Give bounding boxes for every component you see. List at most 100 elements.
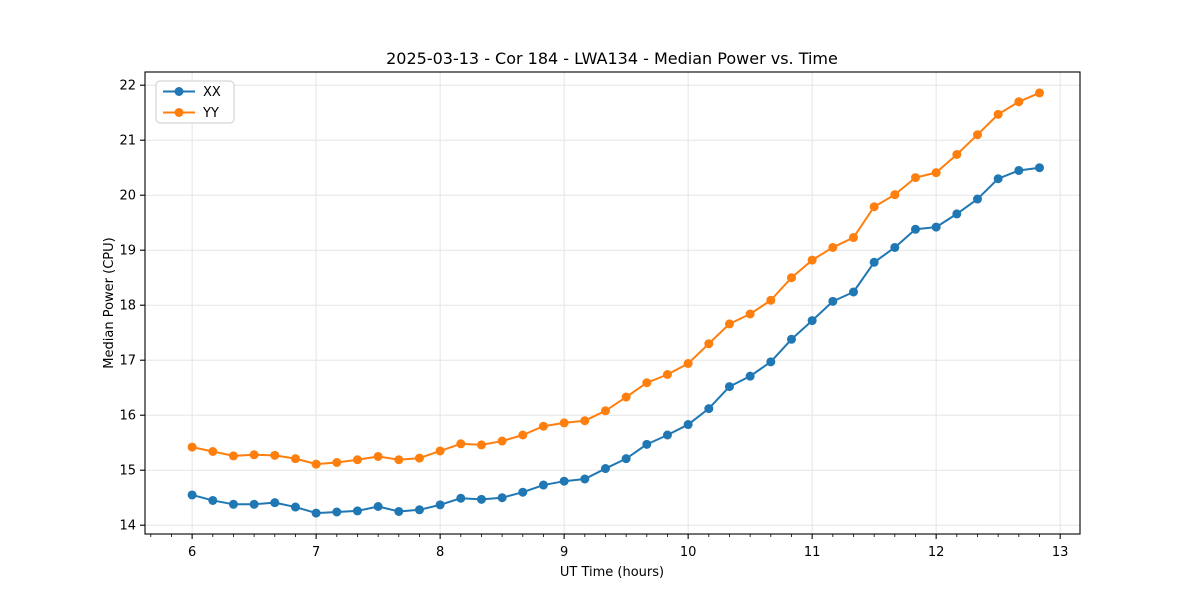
data-point bbox=[332, 507, 342, 517]
data-point bbox=[249, 450, 259, 460]
x-tick-label: 11 bbox=[804, 545, 821, 560]
data-point bbox=[745, 371, 755, 381]
data-point bbox=[786, 273, 796, 283]
legend-label-yy: YY bbox=[202, 106, 219, 121]
data-point bbox=[394, 455, 404, 465]
data-point bbox=[332, 458, 342, 467]
data-point bbox=[497, 493, 507, 503]
x-tick-label: 9 bbox=[560, 545, 568, 560]
data-point bbox=[910, 173, 920, 183]
data-point bbox=[642, 378, 652, 388]
data-point bbox=[952, 209, 962, 219]
chart-title: 2025-03-13 - Cor 184 - LWA134 - Median P… bbox=[386, 49, 838, 68]
data-point bbox=[538, 421, 548, 431]
data-point bbox=[435, 446, 445, 456]
data-point bbox=[559, 418, 569, 428]
data-point bbox=[208, 447, 218, 456]
tick-layer: 6 7 8 9 10 11 12 13 14 15 16 17 18 19 20 21 22 bbox=[119, 79, 1068, 560]
data-point bbox=[311, 459, 321, 469]
data-point bbox=[518, 487, 528, 497]
data-point bbox=[621, 454, 631, 464]
data-point bbox=[580, 416, 590, 426]
data-point bbox=[559, 476, 569, 486]
data-point bbox=[476, 494, 486, 504]
data-point bbox=[662, 430, 672, 440]
data-point bbox=[993, 109, 1003, 119]
y-tick-label: 20 bbox=[119, 189, 136, 204]
data-point bbox=[187, 490, 197, 500]
data-point bbox=[1034, 163, 1044, 173]
data-point bbox=[910, 224, 920, 234]
x-tick-label: 6 bbox=[188, 545, 196, 560]
data-point bbox=[414, 453, 424, 463]
axes-spines bbox=[144, 71, 1081, 535]
data-point bbox=[848, 287, 858, 297]
data-point bbox=[456, 493, 466, 503]
x-tick-label: 8 bbox=[436, 545, 444, 560]
data-point bbox=[724, 382, 734, 392]
y-tick-label: 17 bbox=[119, 354, 136, 369]
series-line bbox=[191, 91, 1040, 466]
data-point bbox=[931, 168, 941, 178]
data-point bbox=[290, 454, 300, 464]
x-tick-label: 10 bbox=[680, 545, 697, 560]
data-point bbox=[848, 233, 858, 243]
y-tick-label: 16 bbox=[119, 409, 136, 424]
data-point bbox=[497, 436, 507, 446]
data-point bbox=[187, 442, 197, 452]
legend-box bbox=[155, 80, 235, 124]
data-point bbox=[972, 194, 982, 204]
data-point bbox=[724, 319, 734, 329]
data-point bbox=[373, 502, 383, 511]
data-point bbox=[869, 202, 879, 212]
legend-marker bbox=[174, 108, 184, 117]
x-tick-label: 13 bbox=[1052, 545, 1069, 560]
data-point bbox=[952, 150, 962, 159]
data-point bbox=[828, 242, 838, 252]
data-point bbox=[807, 316, 817, 326]
data-point bbox=[766, 295, 776, 305]
data-point bbox=[683, 359, 693, 368]
data-point bbox=[704, 404, 714, 414]
y-tick-label: 19 bbox=[119, 244, 136, 259]
legend-marker bbox=[174, 87, 184, 96]
data-point bbox=[414, 505, 424, 515]
data-point bbox=[642, 439, 652, 449]
data-point bbox=[208, 495, 218, 505]
grid-layer bbox=[145, 72, 1080, 534]
data-point bbox=[683, 420, 693, 430]
x-tick-label: 12 bbox=[928, 545, 945, 560]
data-point bbox=[600, 406, 610, 416]
data-point bbox=[890, 242, 900, 252]
data-point bbox=[290, 502, 300, 512]
data-point bbox=[786, 334, 796, 344]
y-tick-label: 18 bbox=[119, 299, 136, 314]
y-tick-label: 14 bbox=[119, 519, 136, 534]
data-point bbox=[270, 498, 280, 508]
data-point bbox=[621, 392, 631, 402]
x-tick-label: 7 bbox=[312, 545, 320, 560]
y-axis-label: Median Power (CPU) bbox=[102, 237, 117, 368]
data-point bbox=[352, 506, 362, 516]
data-point bbox=[270, 450, 280, 460]
data-point bbox=[869, 257, 879, 267]
data-point bbox=[538, 480, 548, 490]
y-tick-label: 21 bbox=[119, 134, 136, 149]
y-tick-label: 22 bbox=[119, 79, 136, 94]
data-point bbox=[807, 255, 817, 265]
data-point bbox=[249, 499, 259, 509]
data-point bbox=[600, 464, 610, 474]
data-point bbox=[394, 506, 404, 516]
data-point bbox=[1034, 88, 1044, 98]
data-point bbox=[931, 222, 941, 232]
data-point bbox=[704, 339, 714, 349]
data-point bbox=[766, 357, 776, 367]
data-point bbox=[580, 474, 590, 484]
data-point bbox=[435, 500, 445, 510]
y-tick-label: 15 bbox=[119, 464, 136, 479]
data-point bbox=[993, 174, 1003, 184]
legend: XX YY bbox=[155, 80, 235, 124]
data-point bbox=[228, 451, 238, 461]
data-point bbox=[518, 430, 528, 440]
